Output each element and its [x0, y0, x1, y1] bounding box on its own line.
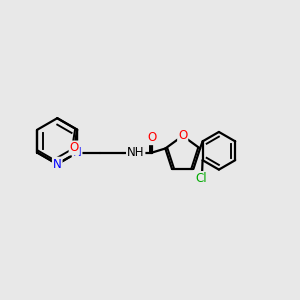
Text: O: O: [147, 131, 156, 144]
Text: O: O: [178, 129, 187, 142]
Text: Cl: Cl: [195, 172, 207, 185]
Text: N: N: [53, 158, 62, 171]
Text: NH: NH: [127, 146, 145, 159]
Text: N: N: [73, 146, 82, 159]
Text: O: O: [70, 141, 79, 154]
